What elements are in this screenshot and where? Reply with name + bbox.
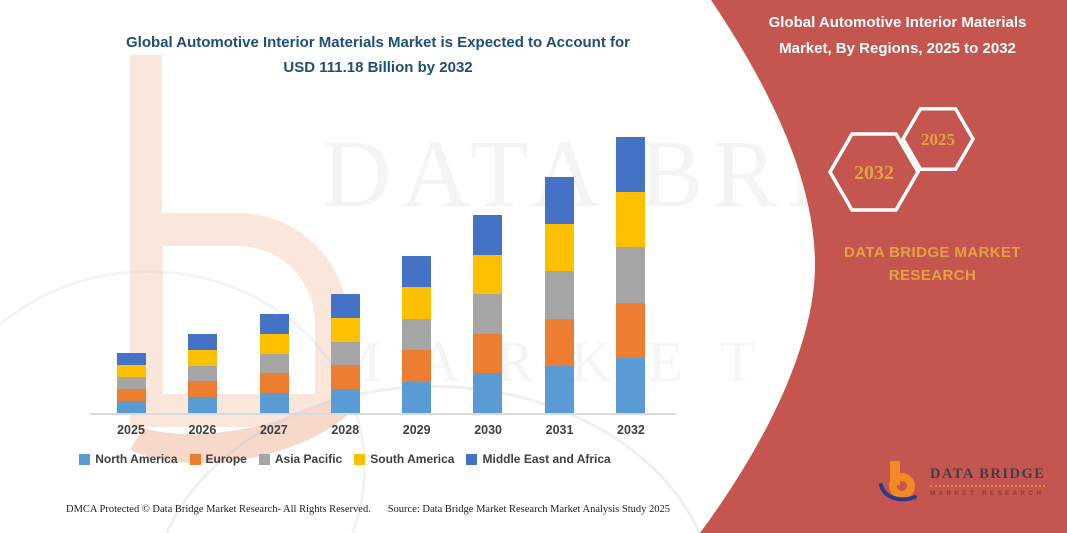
source-note: Source: Data Bridge Market Research Mark…	[387, 504, 670, 515]
legend-label: North America	[95, 452, 178, 466]
stacked-bar-2030	[473, 215, 503, 413]
legend-swatch	[258, 453, 270, 465]
logo-brand-name: DATA BRIDGE	[930, 465, 1046, 482]
bar-segment	[259, 353, 289, 374]
bar-segment	[544, 177, 574, 225]
hexagon-badges: 2032 2025	[827, 106, 976, 212]
bar-segment	[473, 294, 503, 334]
panel-brand-text: DATA BRIDGE MARKET RESEARCH	[815, 242, 1050, 287]
bar-segment	[615, 247, 645, 303]
bar-segment	[188, 334, 218, 350]
logo-underline	[930, 484, 1046, 487]
legend-item: Asia Pacific	[258, 452, 343, 466]
stacked-bar-2027	[259, 314, 289, 413]
legend-label: Asia Pacific	[274, 452, 343, 466]
x-axis-label: 2029	[402, 423, 431, 437]
bar-segment	[402, 350, 432, 382]
bar-segment	[473, 373, 503, 413]
legend-label: Middle East and Africa	[482, 452, 611, 466]
data-bridge-logo-icon	[879, 461, 917, 502]
bar-segment	[402, 381, 432, 413]
x-axis-label: 2032	[617, 423, 645, 437]
bar-segment	[188, 365, 218, 382]
side-panel-shape	[700, 0, 1067, 533]
bar-segment	[473, 215, 503, 255]
bar-segment	[188, 381, 218, 398]
bar-segment	[544, 224, 574, 272]
legend-swatch	[466, 453, 478, 465]
side-panel-title: Global Automotive Interior Materials Mar…	[768, 14, 1027, 57]
bar-segment	[259, 314, 289, 334]
bar-segment	[615, 302, 645, 358]
bar-segment	[544, 271, 574, 319]
bar-segment	[473, 333, 503, 374]
bar-segment	[402, 287, 432, 319]
legend-item: South America	[354, 452, 454, 466]
stacked-bar-2031	[544, 177, 574, 413]
bar-segment	[402, 318, 432, 350]
legend-swatch	[189, 453, 201, 465]
hexagon-2032-label: 2032	[854, 162, 894, 184]
panel-brand-line2: RESEARCH	[888, 266, 977, 284]
bar-chart-plot-area	[117, 136, 645, 413]
bar-segment	[188, 349, 218, 366]
legend-swatch	[79, 453, 91, 465]
bar-segment	[259, 373, 289, 394]
dmca-notice: DMCA Protected © Data Bridge Market Rese…	[66, 504, 371, 515]
bar-segment	[544, 365, 574, 413]
legend-item: North America	[79, 452, 178, 466]
bar-segment	[615, 192, 645, 248]
footer: DMCA Protected © Data Bridge Market Rese…	[66, 504, 670, 515]
stacked-bar-2029	[402, 255, 432, 413]
logo-text-block: DATA BRIDGE MARKET RESEARCH	[930, 465, 1046, 497]
chart-legend: North America Europe Asia Pacific South Ame…	[0, 452, 690, 466]
legend-item: Europe	[189, 452, 247, 466]
stacked-bar-2032	[615, 137, 645, 413]
x-axis-label: 2030	[474, 423, 503, 437]
logo-subtitle: MARKET RESEARCH	[930, 489, 1045, 497]
hexagon-2025-label: 2025	[921, 130, 955, 149]
x-axis-label: 2031	[545, 423, 574, 437]
legend-label: South America	[370, 452, 455, 466]
bar-segment	[615, 357, 645, 413]
chart-title: Global Automotive Interior Materials Mar…	[126, 34, 630, 76]
bar-segment	[473, 254, 503, 295]
legend-swatch	[354, 453, 366, 465]
legend-item: Middle East and Africa	[466, 452, 611, 466]
hexagon-2025-outline	[900, 106, 976, 172]
hexagon-2032-outline	[827, 132, 921, 212]
bar-segment	[259, 333, 289, 354]
bar-segment	[402, 255, 432, 287]
panel-brand-line1: DATA BRIDGE MARKET	[844, 244, 1021, 261]
bar-segment	[544, 318, 574, 366]
data-bridge-logo: DATA BRIDGE MARKET RESEARCH	[876, 458, 1056, 504]
legend-label: Europe	[205, 452, 247, 466]
bar-segment	[615, 137, 645, 193]
x-axis-line	[90, 413, 676, 415]
